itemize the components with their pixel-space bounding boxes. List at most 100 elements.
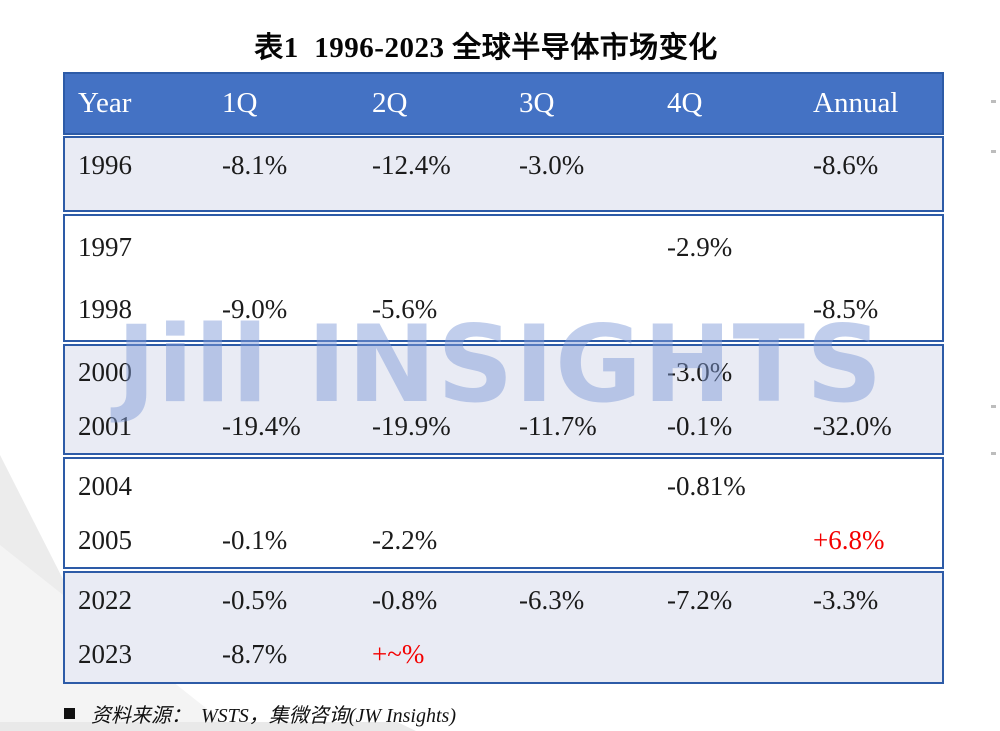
percent-value: -7.2% [667,584,733,615]
column-header-q2: 2Q [372,87,408,119]
table-row: 2000 -3.0% [65,346,942,400]
value-cell: -12.4% [359,150,506,181]
source-note: 资料来源： WSTS，集微咨询(JW Insights) [64,699,456,728]
value-cell: -0.8% [359,585,506,616]
year-value: 2005 [78,524,132,555]
percent-value: -19.9% [372,410,451,441]
percent-value: -32.0% [813,410,892,441]
table-band: 2022 -0.5% -0.8% -6.3% -7.2% -3.3% 2023 -8.7% +~… [63,571,944,684]
value-cell: -0.1% [654,411,800,442]
table-row: 2022 -0.5% -0.8% -6.3% -7.2% -3.3% [65,573,942,628]
value-cell: -11.7% [506,411,654,442]
value-cell: -0.5% [209,585,359,616]
value-cell: +6.8% [800,525,942,556]
percent-value: -19.4% [222,410,301,441]
year-cell: 1996 [65,150,209,181]
percent-value: -3.0% [519,149,585,180]
edge-artifact [991,452,996,455]
year-cell: 2004 [65,471,209,502]
value-cell: -3.0% [654,357,800,388]
column-header-q3: 3Q [519,87,555,119]
table-body: 1996 -8.1% -12.4% -3.0% -8.6% 1997 -2.9% 1998 -9… [63,136,944,684]
edge-artifact [991,100,996,103]
year-value: 1996 [78,149,132,180]
value-cell: -3.3% [800,585,942,616]
table-row: 1998 -9.0% -5.6% -8.5% [65,278,942,340]
table-header-row: Year 1Q 2Q 3Q 4Q Annual [63,72,944,135]
table-title: 表1 1996-2023 全球半导体市场变化 [254,32,718,64]
percent-value: -6.3% [519,584,585,615]
table-row: 2005 -0.1% -2.2% +6.8% [65,513,942,567]
value-cell: -9.0% [209,294,359,325]
table-band: 2004 -0.81% 2005 -0.1% -2.2% +6.8% [63,457,944,569]
semiconductor-market-table: Year 1Q 2Q 3Q 4Q Annual 1996 -8.1% -12.4% -… [63,72,944,684]
column-header-year: Year [78,87,132,119]
source-note-text: 资料来源： WSTS，集微咨询(JW Insights) [91,705,456,727]
year-value: 1997 [78,231,132,262]
value-cell: +~% [359,639,506,670]
year-cell: 1997 [65,232,209,263]
value-cell: -7.2% [654,585,800,616]
value-cell: -8.7% [209,639,359,670]
table-band: 1996 -8.1% -12.4% -3.0% -8.6% [63,136,944,212]
table-band: 1997 -2.9% 1998 -9.0% -5.6% -8.5% [63,214,944,342]
year-value: 2000 [78,357,132,388]
value-cell: -3.0% [506,150,654,181]
percent-value: -0.5% [222,584,288,615]
table-row: 2004 -0.81% [65,459,942,513]
percent-value: +~% [372,639,425,670]
year-cell: 2001 [65,411,209,442]
year-cell: 2000 [65,357,209,388]
percent-value: +6.8% [813,524,885,555]
value-cell: -5.6% [359,294,506,325]
year-cell: 2023 [65,639,209,670]
value-cell: -8.5% [800,294,942,325]
edge-artifact [991,405,996,408]
percent-value: -8.6% [813,149,879,180]
percent-value: -0.1% [667,410,733,441]
bottom-ribbon-decoration [0,722,416,731]
percent-value: -11.7% [519,410,597,441]
value-cell: -8.1% [209,150,359,181]
column-header-q4: 4Q [667,87,703,119]
table-row: 2001 -19.4% -19.9% -11.7% -0.1% -32.0% [65,400,942,454]
year-cell: 1998 [65,294,209,325]
value-cell: -0.81% [654,471,800,502]
table-row: 1997 -2.9% [65,216,942,278]
percent-value: -12.4% [372,149,451,180]
year-value: 2001 [78,410,132,441]
column-header-q1: 1Q [222,87,258,119]
percent-value: -0.8% [372,584,438,615]
year-value: 2023 [78,639,132,670]
value-cell: -32.0% [800,411,942,442]
year-value: 1998 [78,293,132,324]
edge-artifact [991,150,996,153]
percent-value: -0.81% [667,470,746,501]
percent-value: -5.6% [372,293,438,324]
year-value: 2022 [78,584,132,615]
value-cell: -19.4% [209,411,359,442]
table-band: 2000 -3.0% 2001 -19.4% -19.9% -11.7% -0.1% -32.… [63,344,944,455]
year-value: 2004 [78,470,132,501]
table-row: 2023 -8.7% +~% [65,628,942,683]
percent-value: -3.3% [813,584,879,615]
value-cell: -2.9% [654,232,800,263]
percent-value: -8.5% [813,293,879,324]
value-cell: -6.3% [506,585,654,616]
value-cell: -19.9% [359,411,506,442]
percent-value: -8.7% [222,639,288,670]
value-cell: -8.6% [800,150,942,181]
value-cell: -2.2% [359,525,506,556]
percent-value: -2.2% [372,524,438,555]
year-cell: 2005 [65,525,209,556]
bullet-square-icon [64,708,75,719]
table-row: 1996 -8.1% -12.4% -3.0% -8.6% [65,138,942,192]
percent-value: -2.9% [667,231,733,262]
percent-value: -8.1% [222,149,288,180]
percent-value: -9.0% [222,293,288,324]
percent-value: -3.0% [667,357,733,388]
column-header-annual: Annual [813,87,899,119]
year-cell: 2022 [65,585,209,616]
percent-value: -0.1% [222,524,288,555]
value-cell: -0.1% [209,525,359,556]
